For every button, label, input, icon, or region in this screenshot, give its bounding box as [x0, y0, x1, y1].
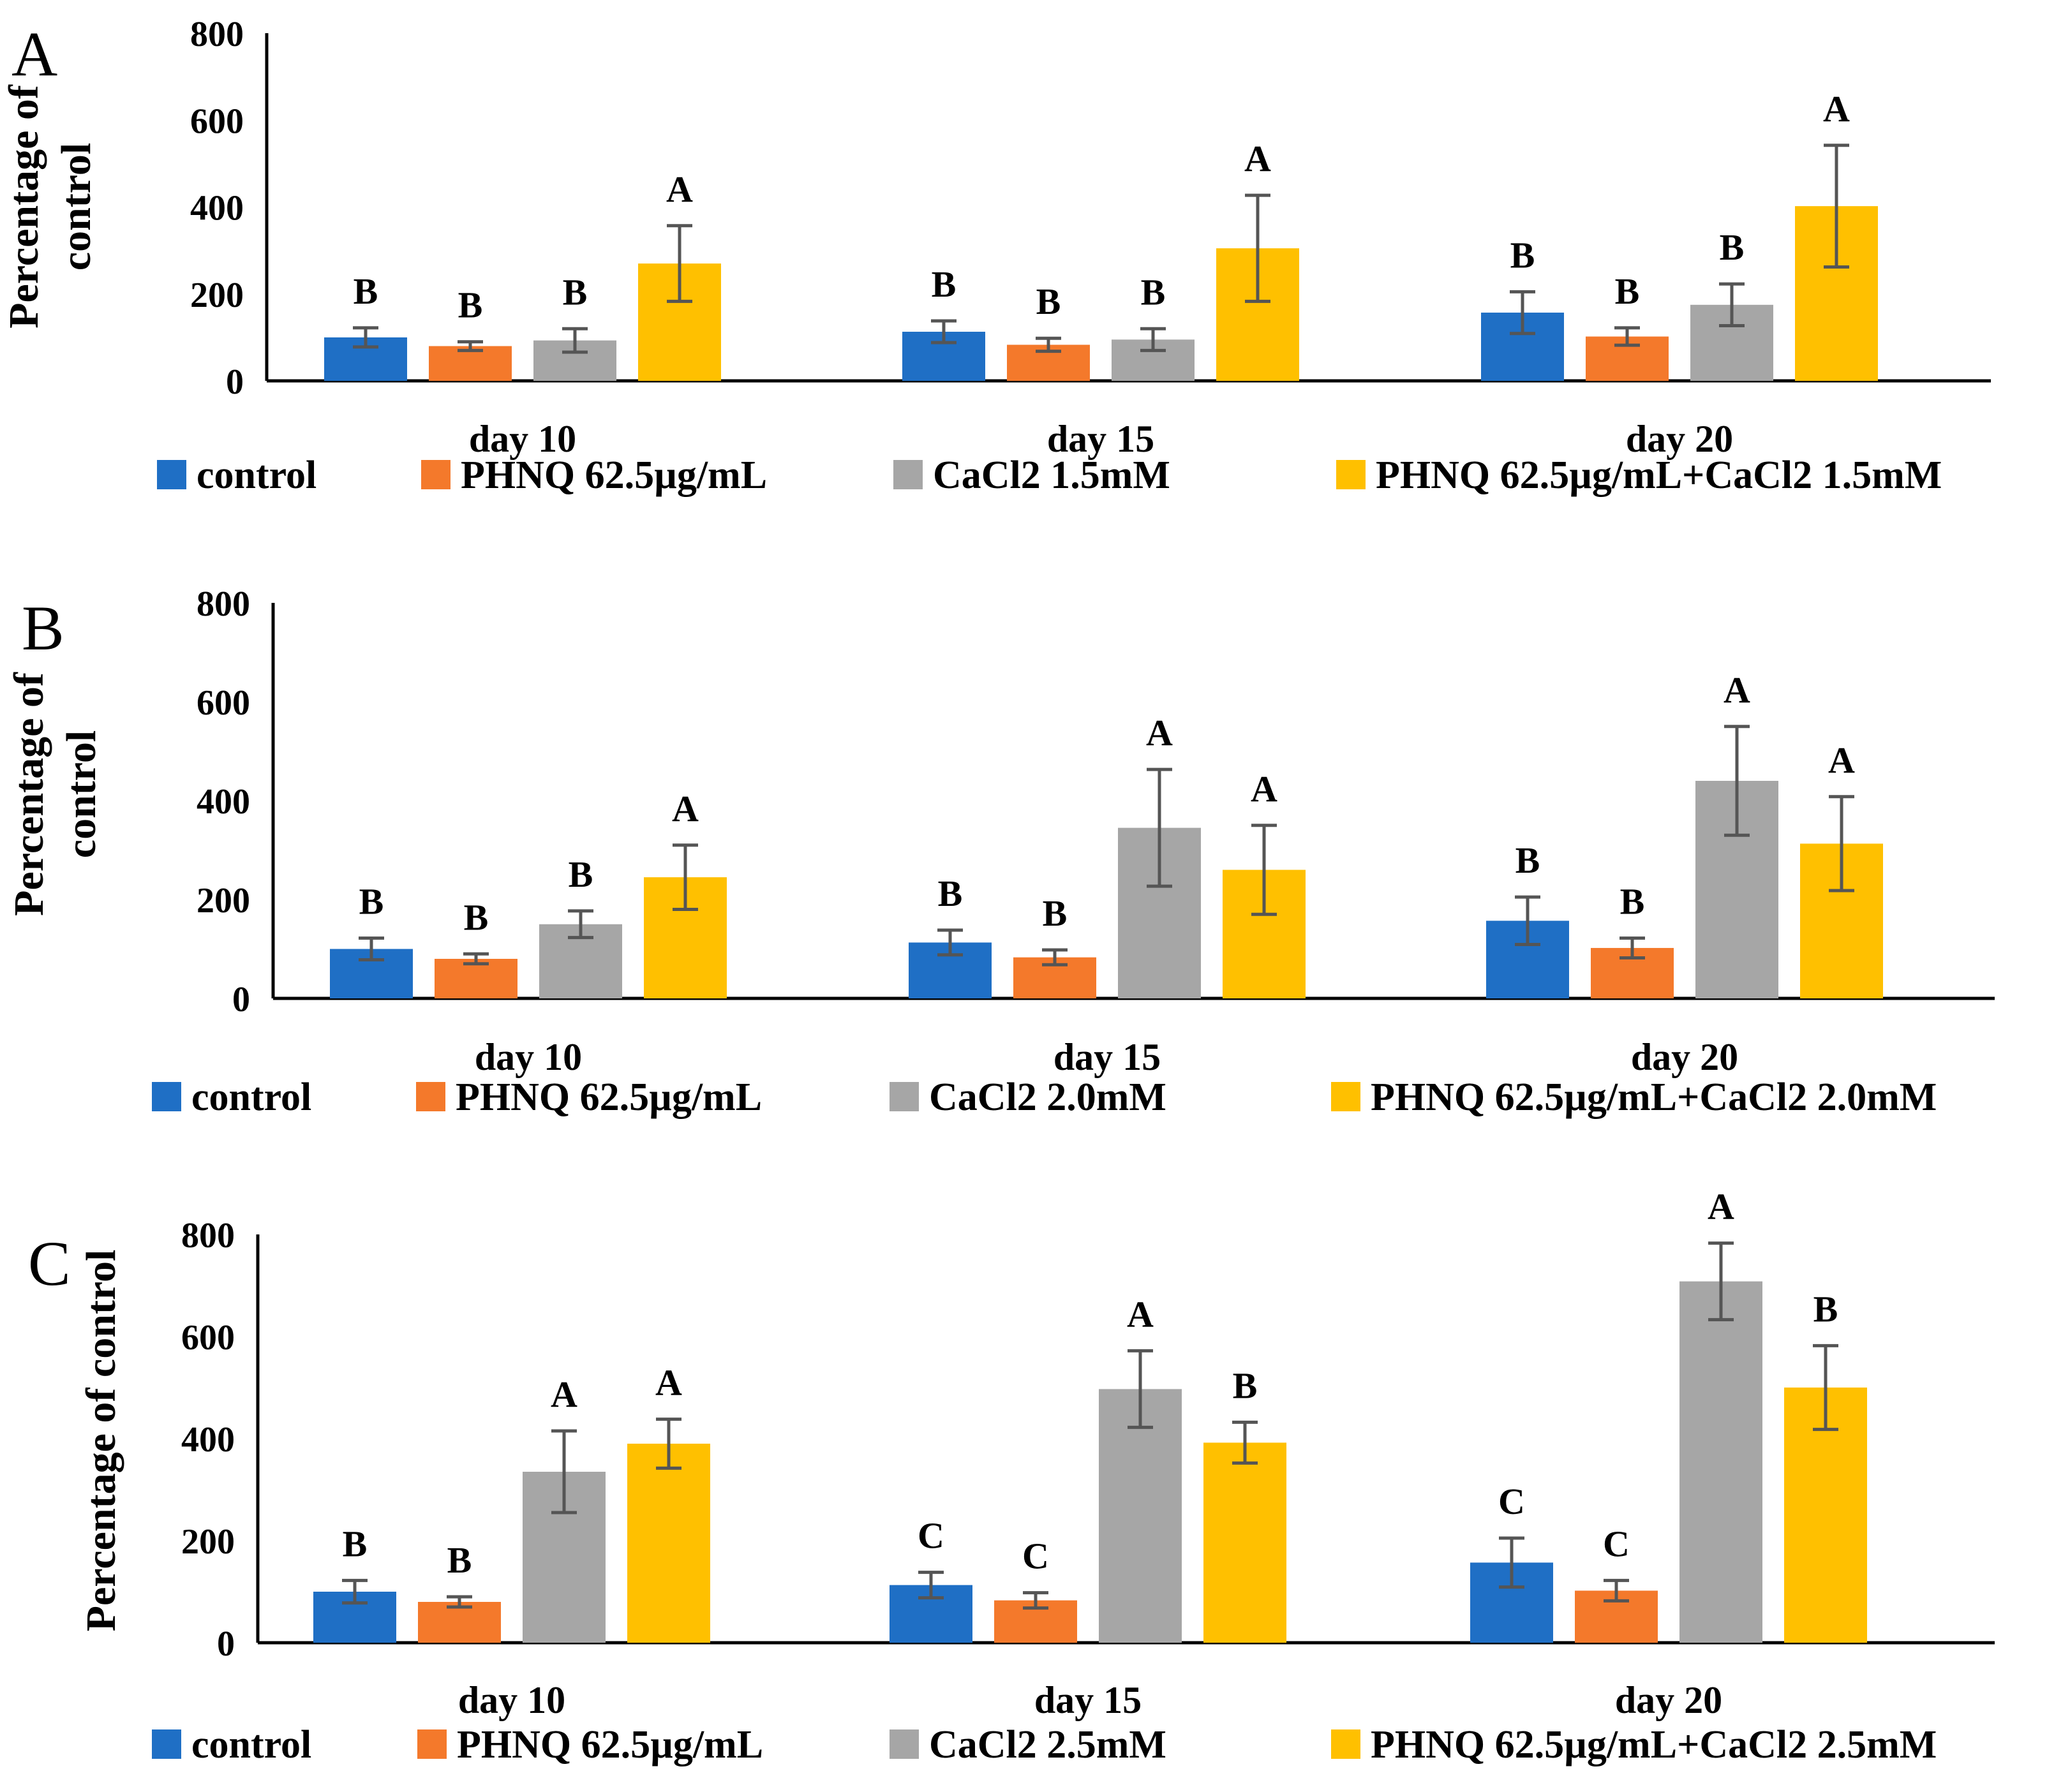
legend-entry: control: [191, 1076, 311, 1119]
x-tick-label: day 10: [475, 1036, 582, 1078]
y-axis-label: control: [58, 730, 105, 858]
legend-entry: control: [197, 454, 316, 497]
significance-letter: B: [1036, 281, 1061, 322]
x-tick-label: day 20: [1626, 418, 1733, 460]
significance-letter: B: [563, 271, 588, 313]
significance-letter: A: [666, 168, 693, 210]
significance-letter: C: [1498, 1481, 1525, 1522]
significance-letter: B: [932, 263, 957, 305]
y-tick-label: 0: [217, 1624, 235, 1664]
significance-letter: B: [343, 1523, 368, 1564]
x-tick-label: day 10: [458, 1679, 565, 1721]
significance-letter: A: [1251, 768, 1277, 810]
legend-entry: CaCl2 1.5mM: [933, 454, 1170, 497]
significance-letter: B: [447, 1539, 472, 1581]
legend-entry: PHNQ 62.5µg/mL: [456, 1076, 762, 1119]
y-tick-label: 400: [197, 782, 250, 822]
legend-swatch: [417, 1729, 447, 1759]
y-tick-label: 400: [190, 189, 244, 228]
legend-entry: PHNQ 62.5µg/mL+CaCl2 2.5mM: [1371, 1723, 1937, 1766]
significance-letter: A: [1127, 1293, 1154, 1335]
legend-swatch: [893, 460, 923, 489]
x-tick-label: day 10: [469, 418, 576, 460]
x-tick-label: day 20: [1615, 1679, 1722, 1721]
y-tick-label: 600: [197, 683, 250, 723]
panel-letter-A: A: [11, 19, 57, 89]
significance-letter: A: [1823, 88, 1850, 130]
y-tick-label: 400: [181, 1420, 235, 1460]
panel-letter-C: C: [28, 1228, 71, 1299]
panel-letter-B: B: [22, 593, 64, 663]
y-tick-label: 800: [181, 1216, 235, 1255]
y-tick-label: 800: [197, 584, 250, 624]
significance-letter: B: [359, 880, 384, 922]
legend-entry: PHNQ 62.5µg/mL+CaCl2 2.0mM: [1371, 1076, 1937, 1119]
significance-letter: B: [458, 285, 483, 326]
significance-letter: B: [464, 896, 489, 938]
significance-letter: C: [918, 1515, 944, 1557]
significance-letter: B: [1510, 234, 1535, 276]
legend-swatch: [157, 460, 186, 489]
significance-letter: B: [1043, 892, 1068, 934]
significance-letter: B: [1620, 880, 1645, 922]
x-tick-label: day 15: [1047, 418, 1154, 460]
significance-letter: B: [1141, 271, 1166, 313]
significance-letter: C: [1603, 1523, 1630, 1564]
legend-entry: CaCl2 2.5mM: [929, 1723, 1166, 1766]
bar: [1099, 1389, 1182, 1643]
bar: [1203, 1442, 1286, 1643]
bar: [1679, 1281, 1762, 1643]
bar: [418, 1602, 501, 1643]
y-tick-label: 0: [232, 980, 250, 1019]
legend-swatch: [1336, 460, 1366, 489]
x-tick-label: day 20: [1631, 1036, 1738, 1078]
significance-letter: A: [1708, 1186, 1734, 1227]
significance-letter: B: [1813, 1288, 1838, 1329]
legend-swatch: [890, 1082, 919, 1111]
legend-entry: control: [191, 1723, 311, 1766]
legend-swatch: [1331, 1729, 1360, 1759]
y-tick-label: 200: [190, 276, 244, 315]
legend-swatch: [152, 1729, 181, 1759]
y-tick-label: 200: [181, 1522, 235, 1562]
significance-letter: B: [1720, 226, 1745, 268]
legend-entry: PHNQ 62.5µg/mL+CaCl2 1.5mM: [1376, 454, 1942, 497]
y-tick-label: 200: [197, 881, 250, 921]
y-tick-label: 600: [190, 101, 244, 141]
significance-letter: B: [1515, 840, 1540, 881]
bar: [435, 959, 518, 998]
significance-letter: B: [354, 270, 378, 312]
significance-letter: B: [1233, 1365, 1258, 1406]
legend-swatch: [1331, 1082, 1360, 1111]
significance-letter: A: [1146, 712, 1173, 753]
significance-letter: A: [1724, 669, 1750, 711]
legend-swatch: [421, 460, 450, 489]
y-axis-label: Percentage of control: [78, 1250, 124, 1632]
significance-letter: C: [1022, 1536, 1049, 1577]
y-tick-label: 600: [181, 1318, 235, 1358]
significance-letter: A: [1244, 138, 1271, 179]
significance-letter: A: [672, 788, 699, 829]
y-tick-label: 800: [190, 15, 244, 54]
y-axis-label: Percentage of: [1, 84, 47, 329]
legend-entry: CaCl2 2.0mM: [929, 1076, 1166, 1119]
legend-entry: PHNQ 62.5µg/mL: [457, 1723, 763, 1766]
x-tick-label: day 15: [1054, 1036, 1161, 1078]
legend-swatch: [890, 1729, 919, 1759]
significance-letter: A: [1828, 739, 1855, 781]
x-tick-label: day 15: [1034, 1679, 1142, 1721]
legend-swatch: [416, 1082, 445, 1111]
y-axis-label: control: [53, 143, 100, 270]
y-tick-label: 0: [226, 362, 244, 402]
legend-entry: PHNQ 62.5µg/mL: [461, 454, 767, 497]
significance-letter: B: [569, 854, 593, 895]
significance-letter: A: [551, 1374, 577, 1415]
significance-letter: B: [938, 873, 963, 914]
legend-swatch: [152, 1082, 181, 1111]
significance-letter: A: [655, 1362, 682, 1403]
y-axis-label: Percentage of: [6, 672, 52, 916]
bar: [627, 1444, 710, 1643]
significance-letter: B: [1615, 270, 1640, 312]
